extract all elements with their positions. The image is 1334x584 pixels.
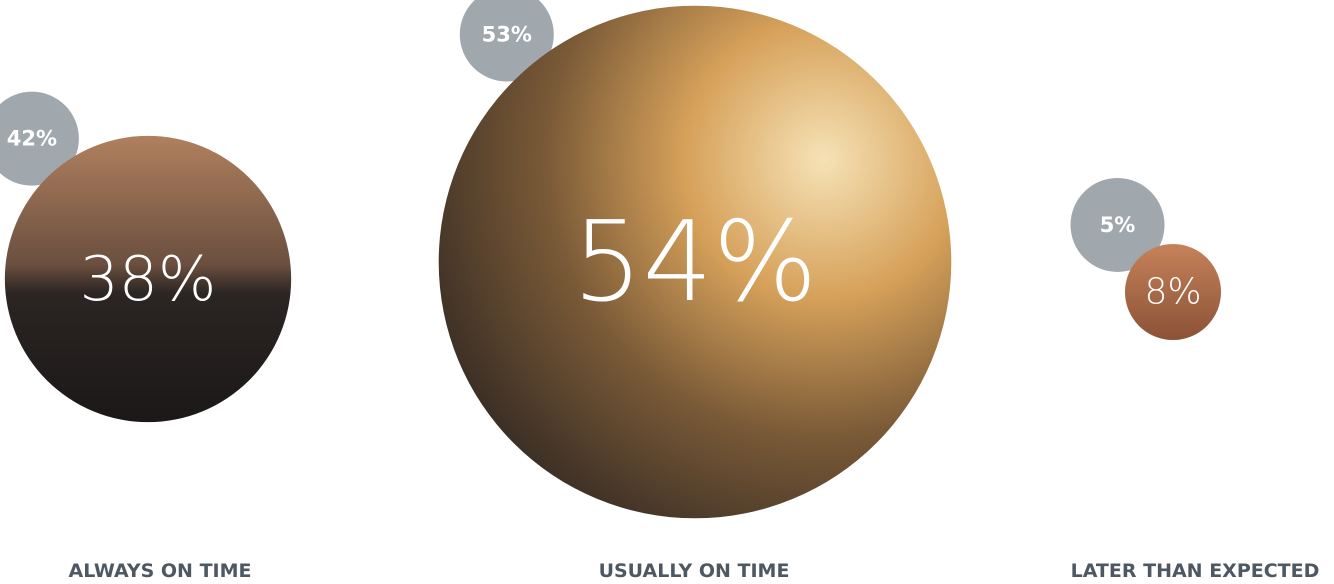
bubble — [4, 135, 292, 423]
bubble — [438, 5, 952, 519]
previous-label: 53% — [482, 22, 532, 46]
previous-label: 42% — [7, 127, 57, 151]
bubble — [1124, 243, 1222, 341]
bubble-label: 8% — [1144, 272, 1201, 313]
previous-bubble — [459, 0, 554, 82]
category-label: USUALLY ON TIME — [599, 560, 790, 582]
previous-bubble — [0, 91, 79, 186]
bubble-label: 54% — [573, 198, 818, 326]
bubble-label: 38% — [80, 243, 217, 315]
category-label: LATER THAN EXPECTED — [1071, 560, 1320, 582]
previous-label: 5% — [1100, 213, 1136, 237]
category-label: ALWAYS ON TIME — [69, 560, 252, 582]
previous-bubble — [1070, 177, 1165, 272]
